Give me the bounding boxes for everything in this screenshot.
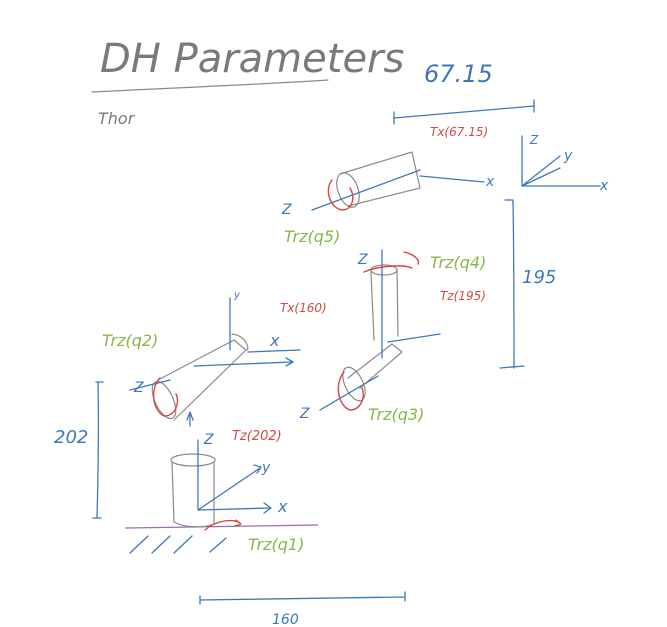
ee-z-axis-label: Z — [529, 133, 539, 147]
joint3-rotation-label: Trz(q3) — [368, 405, 424, 424]
tx-160-label: Tx(160) — [280, 301, 327, 315]
title-underline — [91, 79, 329, 93]
joint1-rotation-arrow — [204, 519, 242, 531]
tz-202-label: Tz(202) — [232, 429, 282, 444]
forearm-axes — [311, 169, 485, 211]
shoulder-x-axis-label: x — [269, 331, 280, 350]
joint1-rotation-label: Trz(q1) — [248, 535, 304, 554]
joint2-z-axis — [129, 379, 171, 391]
joint5-z-axis-label: Z — [281, 202, 292, 218]
shoulder-y-axis-label: y — [233, 290, 241, 301]
right-height-dimension: 195 — [522, 267, 556, 288]
tx-67-label: Tx(67.15) — [430, 125, 488, 139]
tz-195-label: Tz(195) — [440, 289, 486, 303]
right-dimension-line — [499, 199, 525, 369]
base-frame-arrowheads — [253, 464, 272, 514]
joint5-rotation-label: Trz(q5) — [284, 227, 340, 246]
elbow-frame-axes — [319, 333, 441, 411]
shoulder-link-end — [151, 380, 177, 420]
ground-hatching — [129, 535, 227, 554]
joint4-z-axis-label: Z — [357, 252, 368, 268]
bottom-length-dimension: 160 — [272, 612, 299, 627]
base-frame-axes — [197, 439, 271, 511]
left-dimension-line — [92, 381, 104, 519]
joint4-rotation-label: Trz(q4) — [430, 253, 486, 272]
ee-x-axis-label: x — [599, 178, 609, 194]
forearm-x-axis-label: x — [485, 174, 495, 190]
joint3-rotation-arrow — [337, 371, 364, 411]
end-effector-frame — [521, 135, 601, 187]
base-x-axis-label: x — [277, 497, 288, 516]
forearm-link-end — [336, 172, 360, 208]
elbow-link — [347, 343, 403, 389]
author-name: Thor — [98, 109, 136, 128]
base-y-axis-label: y — [261, 460, 271, 476]
shoulder-link — [157, 333, 249, 421]
top-dimension-line — [393, 99, 535, 125]
title: DH Parameters — [100, 36, 404, 82]
base-cylinder — [171, 461, 215, 528]
shoulder-frame-axes — [229, 297, 301, 353]
base-z-axis-label: Z — [203, 432, 214, 448]
forearm-link — [339, 151, 421, 207]
shoulder-joint-axes — [189, 361, 293, 427]
bottom-dimension-line — [199, 591, 406, 605]
joint4-rotation-arrow — [363, 251, 420, 273]
ee-y-axis-label: y — [563, 148, 573, 164]
wrist-cylinder — [370, 269, 399, 341]
shoulder-axis-arrowheads — [186, 357, 294, 421]
base-cylinder-top — [170, 453, 216, 467]
joint2-z-axis-label: Z — [133, 380, 144, 396]
top-offset-dimension: 67.15 — [424, 60, 493, 88]
ground-line — [124, 524, 319, 529]
joint2-rotation-label: Trz(q2) — [102, 331, 158, 350]
base-height-dimension: 202 — [54, 427, 88, 448]
joint3-z-axis-label: Z — [299, 406, 310, 422]
joint5-rotation-arrow — [327, 179, 354, 211]
joint2-rotation-arrow — [153, 377, 179, 417]
